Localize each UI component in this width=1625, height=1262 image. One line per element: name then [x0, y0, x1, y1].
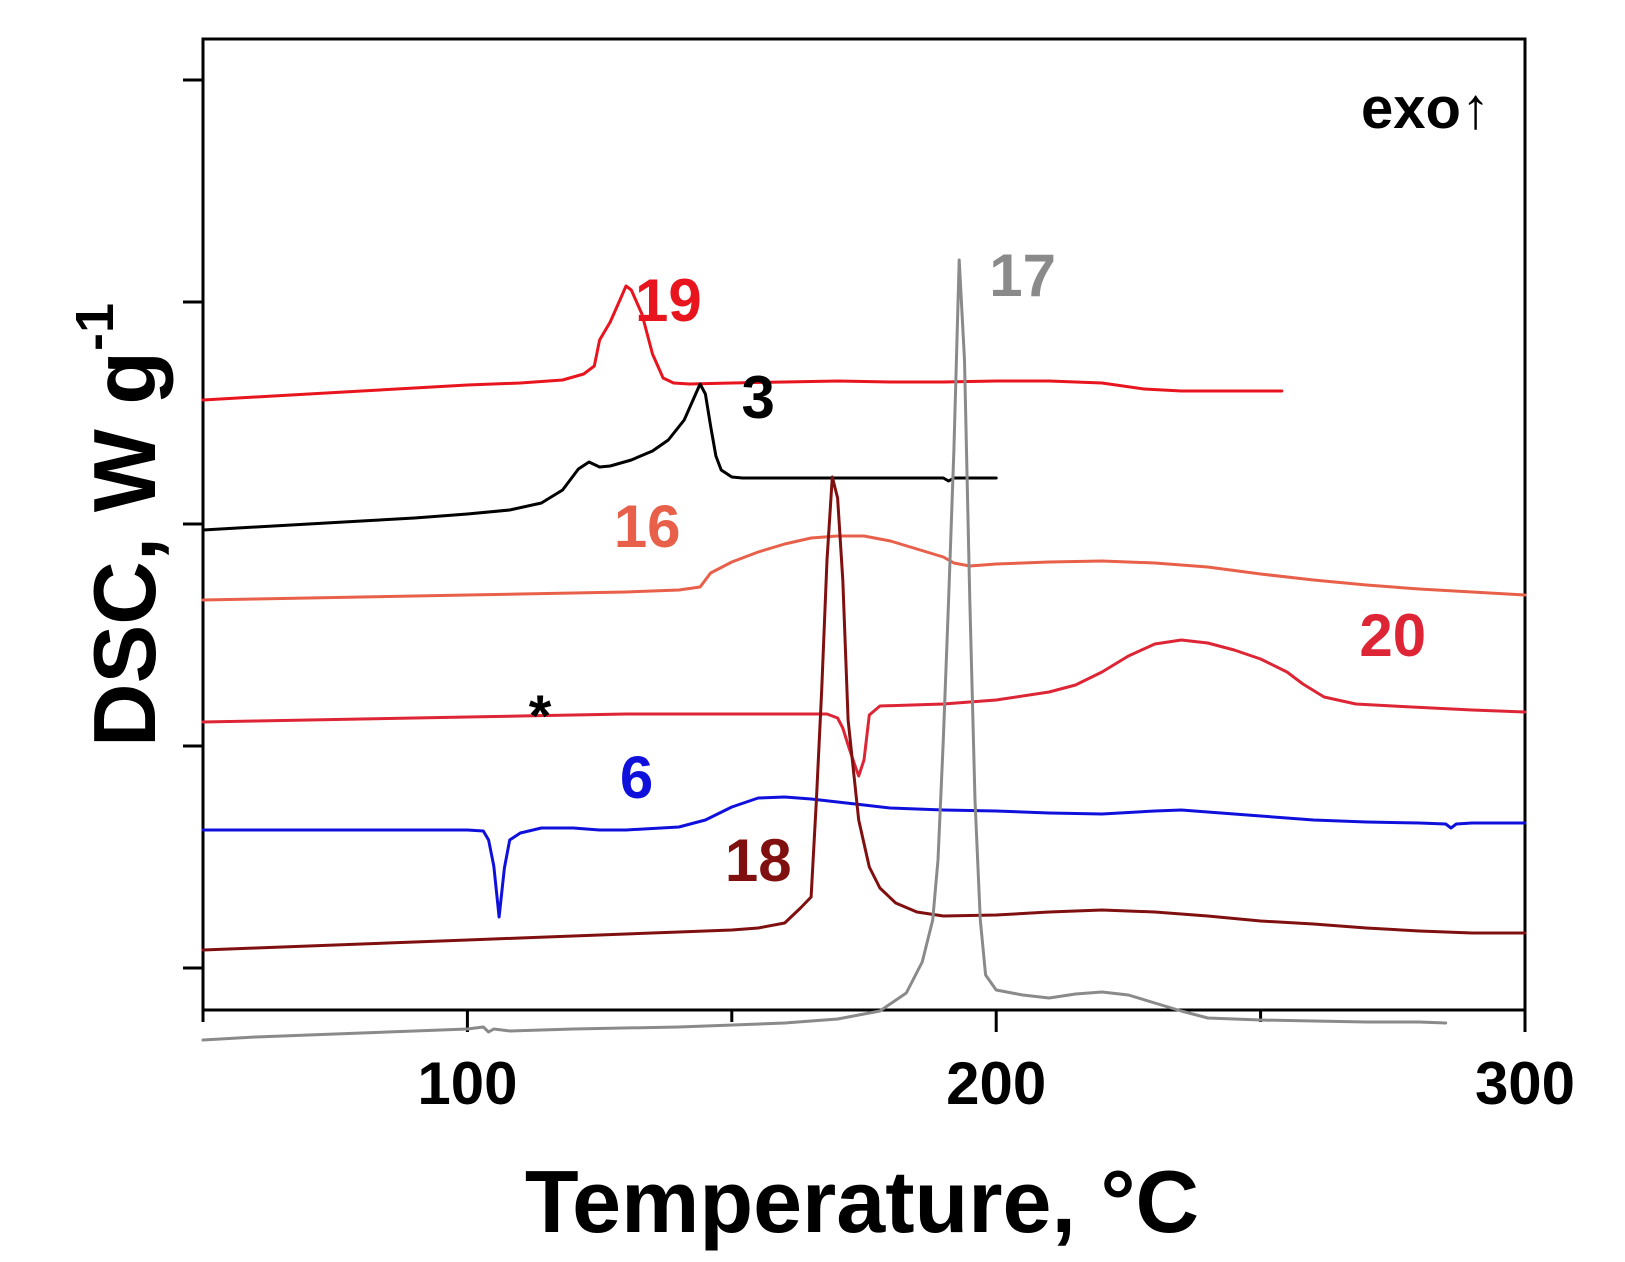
series-label-19: 19: [635, 267, 702, 334]
series-label-20: 20: [1359, 602, 1426, 669]
series-line-16: [201, 534, 1527, 602]
x-tick-label: 300: [1475, 1050, 1575, 1117]
series-line-17: [201, 258, 1448, 1042]
series-layer: [201, 258, 1527, 1042]
x-axis-ticks: 100 200 300: [201, 1010, 1575, 1117]
x-tick-label: 200: [946, 1050, 1046, 1117]
series-label-6: 6: [620, 744, 653, 811]
series-line-3: [201, 382, 998, 532]
series-label-3: 3: [742, 364, 775, 431]
series-label-16: 16: [614, 493, 681, 560]
y-axis-title-sup: -1: [65, 303, 125, 351]
y-axis-ticks: [183, 78, 203, 970]
y-axis-title-main: DSC, W g: [75, 351, 174, 747]
y-axis-title: DSC, W g-1: [65, 303, 174, 747]
exo-annotation: exo↑: [1361, 76, 1490, 141]
series-label-17: 17: [989, 242, 1056, 309]
series-label-18: 18: [725, 827, 792, 894]
y-axis-title-group: DSC, W g-1: [65, 303, 174, 747]
x-tick-label: 100: [417, 1050, 517, 1117]
series-line-19: [201, 284, 1284, 402]
asterisk-annotation: *: [529, 684, 552, 749]
x-axis-title: Temperature, °C: [525, 1152, 1199, 1251]
series-line-6: [201, 795, 1527, 919]
series-line-20: [201, 638, 1527, 778]
series-line-18: [201, 475, 1527, 952]
series-labels: 19 3 16 20 6 18 17: [614, 242, 1426, 894]
